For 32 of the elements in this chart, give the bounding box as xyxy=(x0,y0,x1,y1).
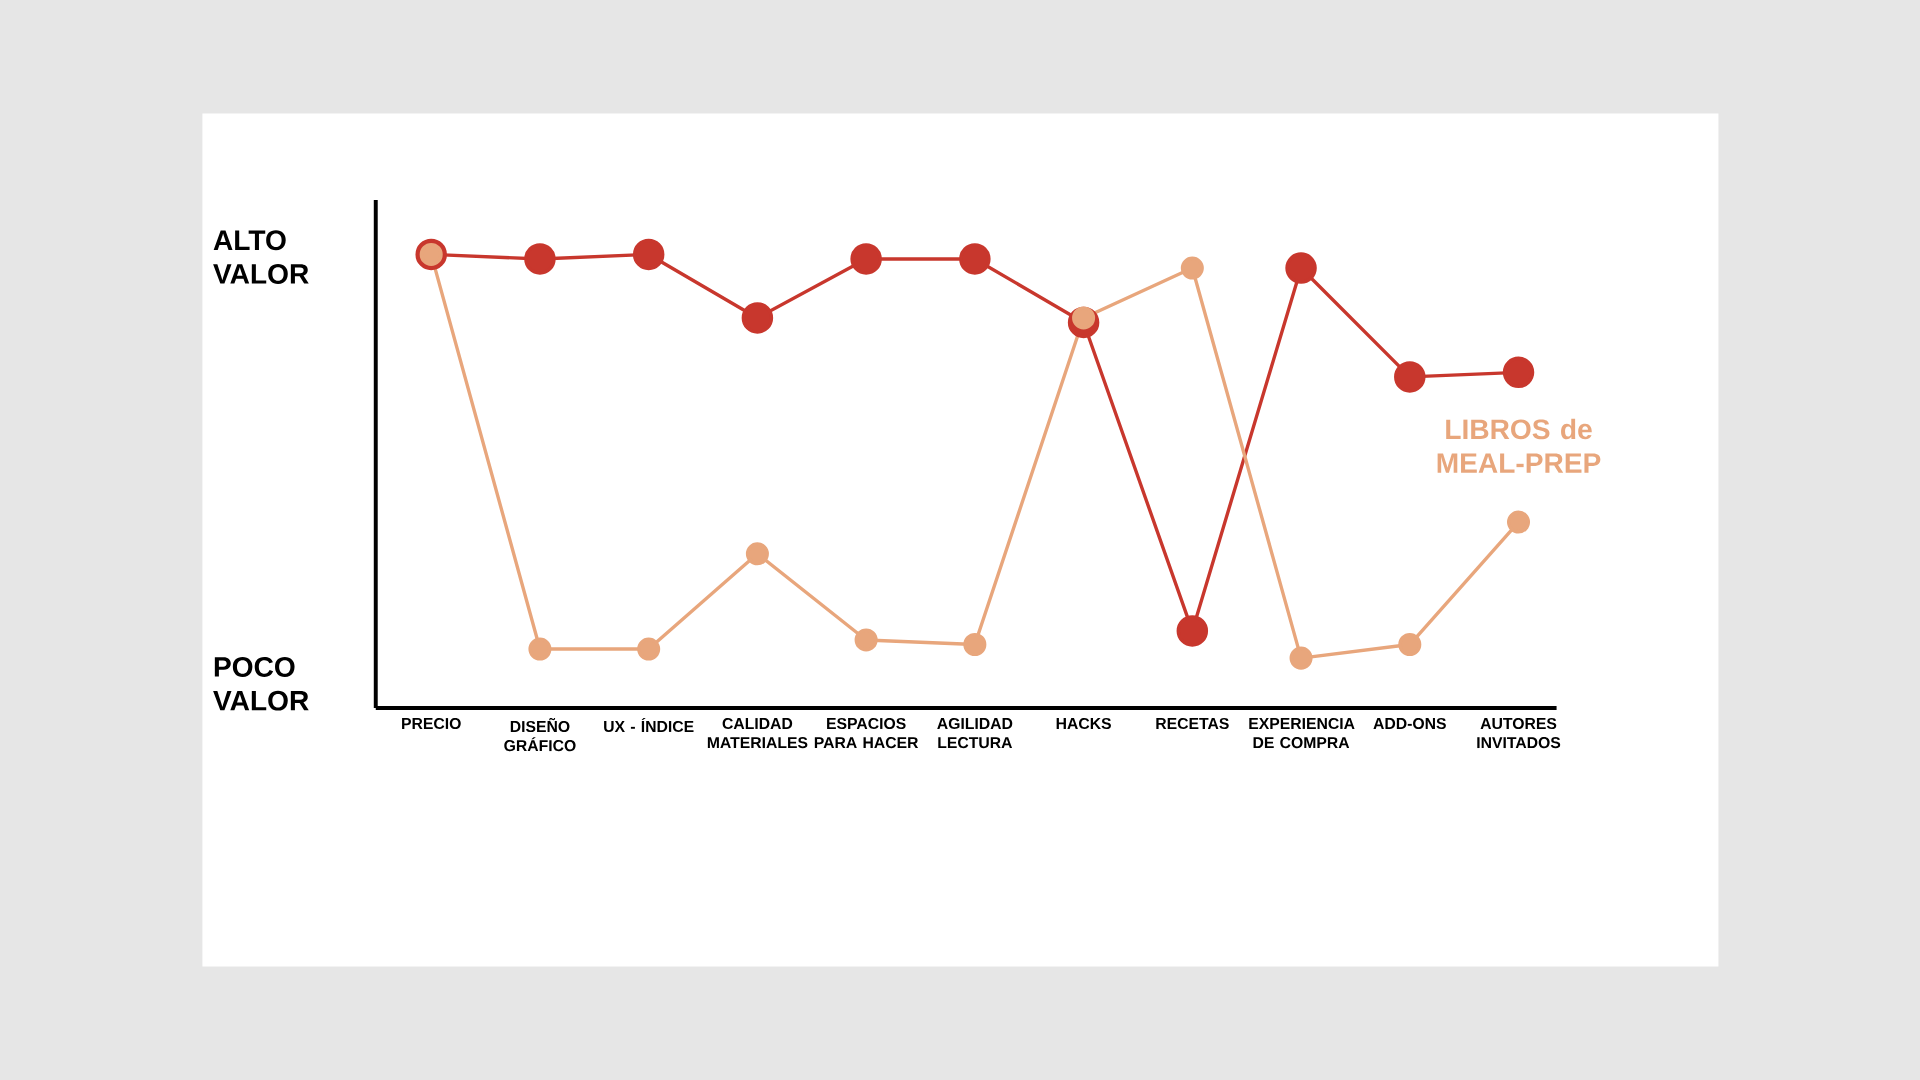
point xyxy=(1176,615,1209,647)
x-tick-label: ADD-ONS xyxy=(1373,717,1446,730)
point xyxy=(850,243,882,275)
point xyxy=(1289,646,1313,670)
point xyxy=(1502,356,1535,389)
point xyxy=(959,243,991,275)
point xyxy=(1506,510,1531,534)
point xyxy=(528,637,552,661)
x-tick-label: AUTORES INVITADOS xyxy=(1477,717,1561,749)
x-tick-label: PRECIO xyxy=(402,717,461,730)
text: ALTO VALOR xyxy=(213,230,309,284)
text: POCO VALOR xyxy=(213,656,309,711)
point xyxy=(963,632,987,657)
point xyxy=(1398,632,1422,657)
x-tick-label: RECETAS xyxy=(1156,717,1229,730)
point xyxy=(632,238,665,271)
point xyxy=(1180,256,1204,280)
point xyxy=(1394,361,1426,393)
point xyxy=(637,637,661,661)
x-tick-label: AGILIDAD LECTURA xyxy=(937,717,1013,749)
x-tick-label: CALIDAD MATERIALES xyxy=(707,717,808,749)
x-tick-label: UX - ÍNDICE xyxy=(604,717,694,733)
x-tick-label: ESPACIOS PARA HACER xyxy=(814,717,919,749)
text: LIBROS de MEAL-PREP xyxy=(1437,418,1601,473)
x-tick-label: EXPERIENCIA DE COMPRA xyxy=(1249,717,1355,749)
point xyxy=(745,542,769,566)
x-tick-label: DISEÑO GRÁFICO xyxy=(504,717,576,752)
point xyxy=(524,243,556,275)
point xyxy=(854,628,878,652)
point xyxy=(1285,252,1317,284)
point xyxy=(741,302,774,334)
x-tick-label: HACKS xyxy=(1056,717,1111,730)
